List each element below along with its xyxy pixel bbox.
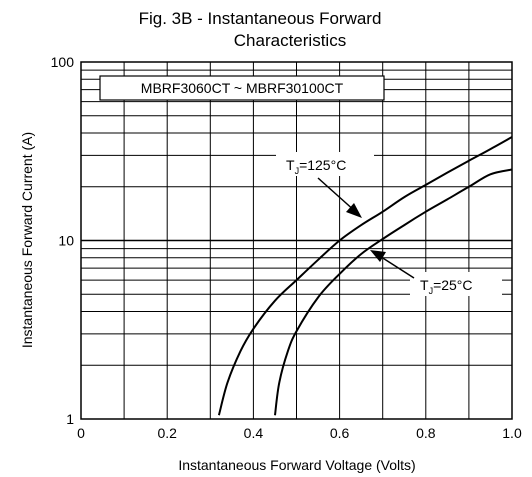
y-tick-labels: 1 10 100 xyxy=(51,54,75,427)
plot-frame xyxy=(80,61,513,420)
y-axis-label: Instantaneous Forward Current (A) xyxy=(19,132,35,348)
chart-subtitle: Characteristics xyxy=(233,31,347,50)
x-tick-label: 1.0 xyxy=(502,425,522,441)
series-label-125: TJ=125°C xyxy=(286,157,346,176)
x-tick-label: 0.6 xyxy=(330,425,350,441)
x-tick-labels: 0 0.2 0.4 0.6 0.8 1.0 xyxy=(77,425,522,441)
arrow-25-line xyxy=(377,254,415,279)
series-line-25c xyxy=(274,168,513,416)
y-tick-label: 100 xyxy=(51,54,75,70)
arrow-25-head xyxy=(370,250,386,262)
x-tick-label: 0.2 xyxy=(157,425,177,441)
grid-lines xyxy=(81,62,512,419)
series-line-125c xyxy=(217,136,513,416)
part-number-box xyxy=(99,75,385,101)
chart-title: Fig. 3B - Instantaneous Forward xyxy=(138,9,382,28)
x-tick-label: 0.8 xyxy=(416,425,436,441)
x-tick-label: 0 xyxy=(77,425,85,441)
y-tick-label: 10 xyxy=(58,233,74,249)
series-label-25: TJ=25°C xyxy=(420,277,473,296)
part-number-label: MBRF3060CT ~ MBRF30100CT xyxy=(141,80,344,96)
y-tick-label: 1 xyxy=(66,411,74,427)
label-125-box xyxy=(276,152,374,176)
x-tick-label: 0.4 xyxy=(244,425,264,441)
series-curves xyxy=(217,136,513,416)
x-axis-label: Instantaneous Forward Voltage (Volts) xyxy=(178,457,415,473)
label-25-box xyxy=(410,272,502,296)
arrow-125-line xyxy=(317,177,357,213)
arrow-125-head xyxy=(346,203,362,218)
